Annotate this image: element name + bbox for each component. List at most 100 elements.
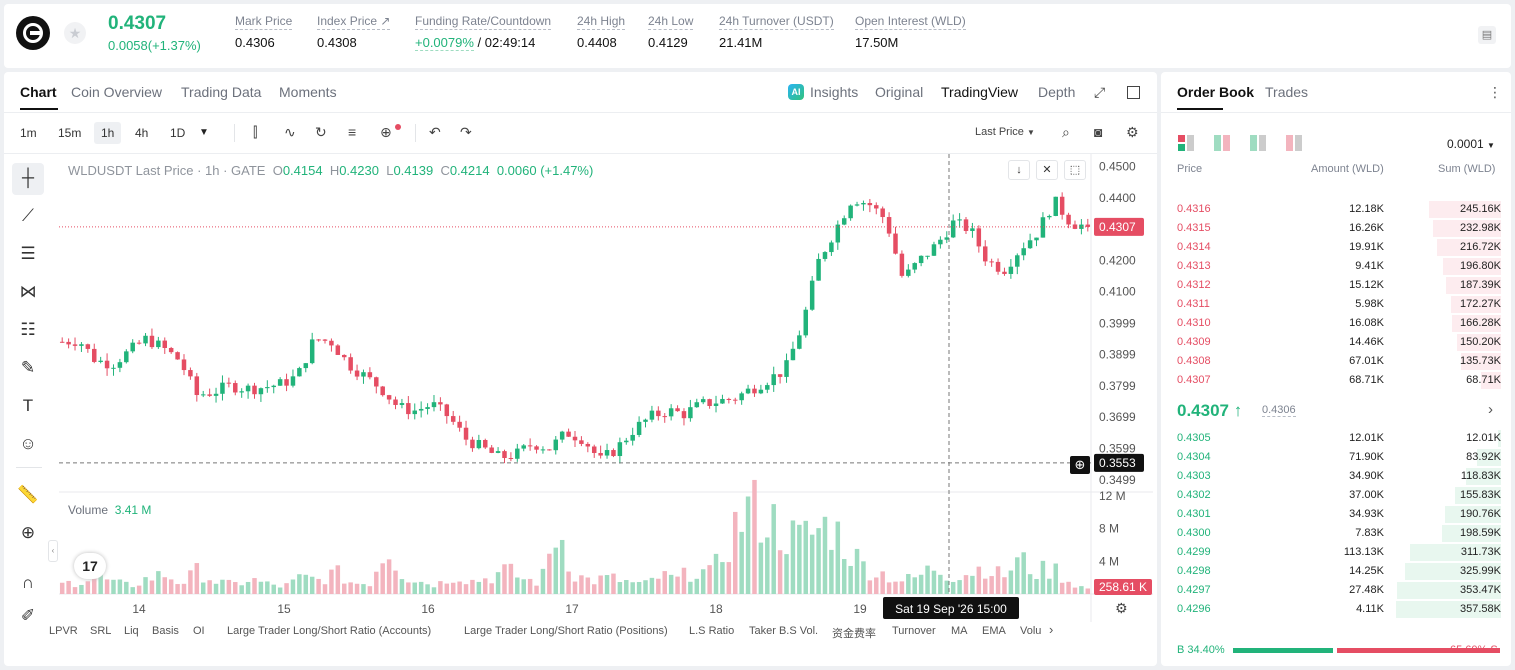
tab-coin-overview[interactable]: Coin Overview: [71, 84, 163, 100]
indicator-12[interactable]: EMA: [982, 625, 1006, 637]
layout-both-icon[interactable]: [1178, 135, 1194, 151]
settings-circle-icon[interactable]: ⚙: [1115, 600, 1128, 616]
volume-bar: [649, 577, 655, 594]
indicator-6[interactable]: Large Trader Long/Short Ratio (Positions…: [464, 625, 668, 637]
text-tool-icon[interactable]: T: [22, 396, 34, 415]
orderbook-row[interactable]: 0.4315 16.26K 232.98K: [1161, 219, 1511, 238]
template-icon[interactable]: ≡: [348, 124, 357, 140]
price-tick: 0.3999: [1099, 316, 1136, 330]
indicator-5[interactable]: Large Trader Long/Short Ratio (Accounts): [227, 625, 432, 637]
chevron-right-icon[interactable]: ›: [1049, 622, 1054, 637]
orderbook-row[interactable]: 0.4300 7.83K 198.59K: [1161, 524, 1511, 543]
chevron-down-icon[interactable]: ▼: [199, 127, 209, 138]
candles-icon[interactable]: ⫿: [253, 124, 258, 140]
row-price: 0.4309: [1177, 336, 1211, 348]
add-price-icon[interactable]: ⊕: [1070, 456, 1090, 474]
star-icon[interactable]: ★: [64, 22, 86, 44]
tf-1m[interactable]: 1m: [20, 126, 37, 140]
orderbook-row[interactable]: 0.4313 9.41K 196.80K: [1161, 257, 1511, 276]
trendline-tool-icon[interactable]: ⟋: [22, 206, 34, 225]
view-original[interactable]: Original: [875, 84, 924, 100]
zoom-tool-icon[interactable]: ⊕: [20, 523, 36, 542]
crosshair-tool-icon[interactable]: ┼: [12, 163, 44, 195]
tab-moments[interactable]: Moments: [279, 84, 337, 100]
layout-split-icon[interactable]: [1214, 135, 1230, 151]
indicator-13[interactable]: Volu: [1020, 625, 1042, 637]
indicator-11[interactable]: MA: [951, 625, 968, 637]
orderbook-row[interactable]: 0.4297 27.48K 353.47K: [1161, 581, 1511, 600]
refresh-icon[interactable]: ↻: [315, 124, 327, 140]
tf-1h[interactable]: 1h: [94, 122, 122, 144]
indicator-0[interactable]: LPVR: [49, 625, 78, 637]
view-tradingview[interactable]: TradingView: [941, 84, 1019, 100]
layout-bids-icon[interactable]: [1250, 135, 1266, 151]
orderbook-row[interactable]: 0.4308 67.01K 135.73K: [1161, 352, 1511, 371]
candle-body: [444, 404, 450, 417]
gear-icon[interactable]: ⚙: [1126, 124, 1139, 140]
orderbook-row[interactable]: 0.4302 37.00K 155.83K: [1161, 486, 1511, 505]
indicator-10[interactable]: Turnover: [892, 625, 936, 637]
orderbook-row[interactable]: 0.4301 34.93K 190.76K: [1161, 505, 1511, 524]
orderbook-row[interactable]: 0.4296 4.11K 357.58K: [1161, 600, 1511, 619]
indicator-1[interactable]: SRL: [90, 625, 112, 637]
fib-tool-icon[interactable]: ☷: [20, 320, 36, 339]
indicator-7[interactable]: L.S Ratio: [689, 625, 735, 637]
precision-select[interactable]: 0.0001 ▼: [1447, 137, 1495, 151]
tf-4h[interactable]: 4h: [135, 126, 149, 140]
orderbook-row[interactable]: 0.4299 113.13K 311.73K: [1161, 543, 1511, 562]
camera-icon[interactable]: ◙: [1094, 124, 1103, 140]
brush-tool-icon[interactable]: ✎: [20, 358, 36, 377]
indicator-9[interactable]: 资金费率: [832, 628, 876, 640]
view-insights[interactable]: Insights: [810, 84, 859, 100]
row-sum: 83.92K: [1466, 451, 1501, 463]
orderbook-row[interactable]: 0.4307 68.71K 68.71K: [1161, 371, 1511, 390]
collapse-icon[interactable]: ✕: [1036, 160, 1058, 180]
fullscreen-icon[interactable]: ⬚: [1064, 160, 1086, 180]
orderbook-row[interactable]: 0.4304 71.90K 83.92K: [1161, 448, 1511, 467]
tab-trading-data[interactable]: Trading Data: [181, 84, 262, 100]
arrow-down-icon[interactable]: ↓: [1008, 160, 1030, 180]
indicator-2[interactable]: Liq: [124, 625, 139, 637]
candlestick-chart[interactable]: 0.45000.44000.43000.42000.41000.39990.38…: [59, 154, 1153, 622]
pencil-lock-icon[interactable]: ✐: [20, 606, 36, 625]
horizontal-lines-tool-icon[interactable]: ☰: [20, 244, 36, 263]
orderbook-row[interactable]: 0.4298 14.25K 325.99K: [1161, 562, 1511, 581]
indicator-8[interactable]: Taker B.S Vol.: [749, 625, 819, 637]
orderbook-row[interactable]: 0.4311 5.98K 172.27K: [1161, 295, 1511, 314]
window-icon[interactable]: [1127, 86, 1140, 99]
emoji-tool-icon[interactable]: ☺: [19, 434, 37, 453]
tab-trades[interactable]: Trades: [1265, 84, 1309, 100]
collapse-toolbar-icon[interactable]: ‹: [48, 540, 58, 562]
ruler-tool-icon[interactable]: 📏: [17, 485, 39, 504]
volume-bar: [912, 577, 917, 594]
orderbook-row[interactable]: 0.4303 34.90K 118.83K: [1161, 467, 1511, 486]
expand-icon[interactable]: ⤢: [1094, 84, 1106, 100]
more-vertical-icon[interactable]: ⋮: [1488, 84, 1502, 100]
orderbook-row[interactable]: 0.4309 14.46K 150.20K: [1161, 333, 1511, 352]
view-depth[interactable]: Depth: [1038, 84, 1076, 100]
orderbook-row[interactable]: 0.4314 19.91K 216.72K: [1161, 238, 1511, 257]
indicators-icon[interactable]: ∿: [284, 124, 296, 140]
undo-icon[interactable]: ↶: [429, 124, 441, 140]
redo-icon[interactable]: ↷: [460, 124, 472, 140]
tf-15m[interactable]: 15m: [58, 126, 82, 140]
tab-chart[interactable]: Chart: [20, 84, 57, 100]
tab-order-book[interactable]: Order Book: [1177, 84, 1255, 100]
chevron-right-icon[interactable]: ›: [1488, 401, 1493, 418]
candle-body: [213, 393, 219, 396]
layout-asks-icon[interactable]: [1286, 135, 1302, 151]
candle-body: [733, 399, 738, 401]
book-icon[interactable]: ▤: [1478, 26, 1496, 44]
orderbook-row[interactable]: 0.4310 16.08K 166.28K: [1161, 314, 1511, 333]
search-icon[interactable]: ⌕: [1062, 124, 1070, 140]
orderbook-row[interactable]: 0.4305 12.01K 12.01K: [1161, 429, 1511, 448]
orderbook-row[interactable]: 0.4312 15.12K 187.39K: [1161, 276, 1511, 295]
pattern-tool-icon[interactable]: ⋈: [19, 282, 37, 301]
tf-1d[interactable]: 1D: [170, 126, 186, 140]
add-indicator-icon[interactable]: ⊕: [380, 124, 392, 140]
magnet-tool-icon[interactable]: ∩: [21, 573, 35, 592]
orderbook-row[interactable]: 0.4316 12.18K 245.16K: [1161, 200, 1511, 219]
price-source-select[interactable]: Last Price ▼: [975, 126, 1035, 138]
indicator-4[interactable]: OI: [193, 625, 205, 637]
indicator-3[interactable]: Basis: [152, 625, 179, 637]
